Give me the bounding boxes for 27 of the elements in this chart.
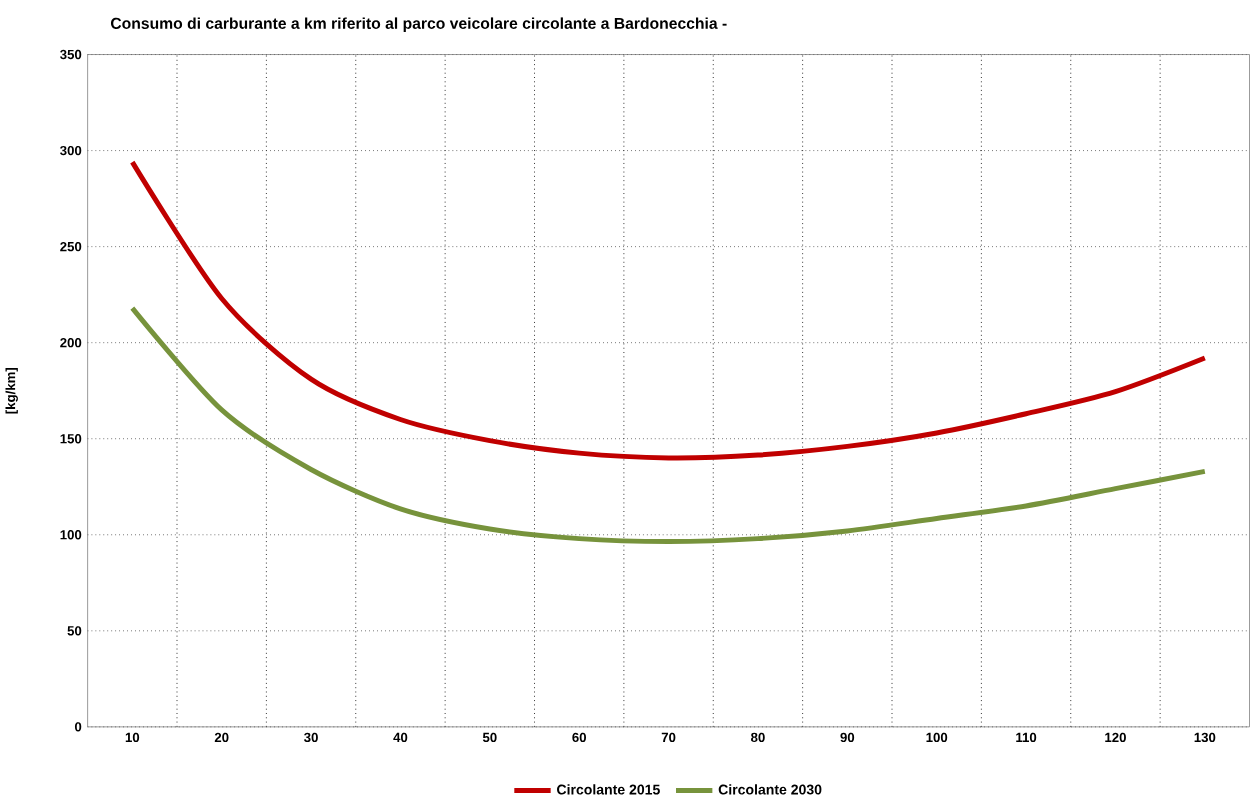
- y-tick-label: 0: [74, 722, 82, 732]
- x-tick-label: 100: [926, 732, 948, 743]
- x-tick-label: 40: [393, 732, 408, 743]
- y-tick-label: 350: [60, 50, 82, 60]
- legend-label: Circolante 2030: [718, 784, 822, 795]
- line-series: [129, 305, 1208, 545]
- x-tick-label: 90: [840, 732, 855, 743]
- y-tick-label: 100: [60, 530, 82, 540]
- chart-title: Consumo di carburante a km riferito al parco veicolare circolante a Bardonecchia -: [110, 17, 727, 33]
- y-tick-label: 250: [60, 242, 82, 252]
- x-tick-label: 80: [751, 732, 765, 743]
- x-tick-label: 20: [214, 732, 229, 743]
- x-tick-label: 60: [572, 732, 587, 743]
- x-tick-label: 110: [1016, 732, 1037, 743]
- y-tick-label: 200: [60, 338, 82, 348]
- x-tick-label: 30: [304, 732, 318, 743]
- line-series: [129, 159, 1208, 461]
- x-tick-label: 10: [125, 732, 140, 743]
- x-tick-label: 70: [661, 732, 676, 743]
- x-tick-label: 120: [1105, 732, 1126, 743]
- y-axis-title: [kg/km]: [5, 368, 18, 414]
- y-tick-label: 150: [60, 434, 82, 444]
- x-tick-label: 130: [1194, 732, 1216, 743]
- y-tick-label: 300: [60, 146, 82, 156]
- legend-label: Circolante 2015: [557, 784, 660, 795]
- y-tick-label: 50: [67, 626, 82, 636]
- x-tick-label: 50: [482, 732, 497, 743]
